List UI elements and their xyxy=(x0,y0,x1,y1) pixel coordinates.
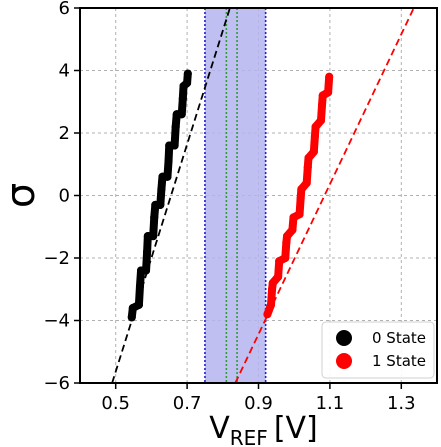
x-tick-label: 1.1 xyxy=(316,393,345,414)
data-point xyxy=(318,100,327,109)
data-point xyxy=(289,213,298,222)
y-tick-label: −4 xyxy=(43,311,70,332)
x-tick-label: 0.7 xyxy=(173,393,202,414)
data-point xyxy=(281,254,290,262)
x-axis-label-subscript: REF xyxy=(230,426,268,447)
data-point xyxy=(304,154,313,162)
data-point xyxy=(134,300,143,309)
data-point xyxy=(163,172,172,181)
data-point xyxy=(309,147,318,156)
data-point xyxy=(268,285,277,294)
y-tick-label: 4 xyxy=(59,61,70,82)
shaded-band xyxy=(204,8,267,383)
data-point xyxy=(149,232,158,241)
data-point xyxy=(295,210,304,219)
data-point xyxy=(263,310,272,319)
data-point xyxy=(325,72,334,81)
data-points xyxy=(127,69,334,322)
y-tick-label: 0 xyxy=(59,186,70,207)
data-point xyxy=(274,272,283,281)
legend-label: 1 State xyxy=(372,352,426,370)
fit-lines xyxy=(111,8,415,383)
data-point xyxy=(303,163,312,172)
data-point xyxy=(310,132,319,141)
x-axis-label: VREF [V] xyxy=(209,411,318,447)
data-point xyxy=(143,247,152,256)
data-point xyxy=(156,200,165,209)
data-point xyxy=(171,122,180,131)
data-point xyxy=(268,279,277,287)
data-point xyxy=(282,238,291,247)
data-point xyxy=(157,185,166,194)
data-point xyxy=(164,157,173,166)
legend-label: 0 State xyxy=(372,329,426,347)
data-point xyxy=(324,88,333,97)
x-tick-label: 1.3 xyxy=(387,393,416,414)
tick-labels: 0.5 0.7 0.9 1.1 1.3 −6 −4 −2 0 2 4 6 xyxy=(43,0,415,414)
y-tick-label: −6 xyxy=(43,373,70,394)
data-point xyxy=(150,213,159,222)
data-point xyxy=(266,300,275,309)
y-axis-label: σ xyxy=(0,183,44,208)
data-point xyxy=(311,122,320,131)
data-point xyxy=(316,116,325,125)
data-point xyxy=(183,69,192,78)
data-point xyxy=(288,225,297,234)
legend-marker xyxy=(336,353,352,369)
legend-marker xyxy=(336,330,352,346)
data-point xyxy=(127,313,136,322)
x-axis-label-main: V xyxy=(209,411,230,446)
data-point xyxy=(177,110,186,119)
data-point xyxy=(178,94,187,103)
x-axis-label-unit: [V] xyxy=(274,411,318,446)
data-point xyxy=(275,257,284,266)
x-tick-label: 0.5 xyxy=(101,393,130,414)
legend: 0 State 1 State xyxy=(321,321,435,379)
y-tick-label: 2 xyxy=(59,123,70,144)
data-point xyxy=(283,232,292,241)
data-point xyxy=(142,266,151,275)
y-tick-label: −2 xyxy=(43,248,70,269)
data-point xyxy=(297,185,306,194)
data-point xyxy=(296,194,305,203)
shaded-band-region xyxy=(204,8,266,383)
data-point xyxy=(183,79,192,87)
axes xyxy=(74,7,438,389)
fit-line xyxy=(234,8,415,383)
x-tick-label: 0.9 xyxy=(244,393,273,414)
y-tick-label: 6 xyxy=(59,0,70,19)
data-point xyxy=(170,141,179,150)
data-point xyxy=(302,179,311,187)
data-point xyxy=(135,282,144,291)
data-point xyxy=(128,304,137,312)
